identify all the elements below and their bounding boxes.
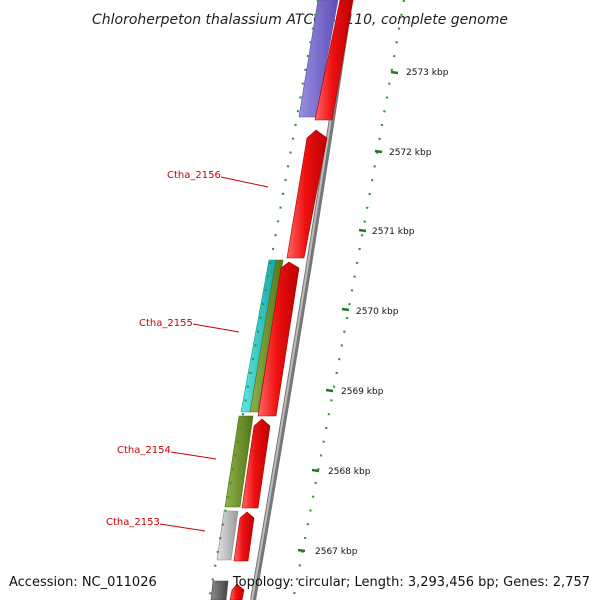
genome-title: Chloroherpeton thalassium ATCC 35110, co… (92, 12, 508, 28)
tick-label-2573: 2573 kbp (406, 68, 449, 78)
gene-labels: Ctha_2156 Ctha_2155 Ctha_2154 Ctha_2153 (106, 170, 269, 532)
gene-label-ctha-2153: Ctha_2153 (106, 517, 160, 528)
gene-label-ctha-2154: Ctha_2154 (117, 445, 171, 456)
tick-label-2569: 2569 kbp (341, 387, 384, 397)
tick-label-2571: 2571 kbp (372, 227, 415, 237)
tick-label-2568: 2568 kbp (328, 467, 371, 477)
tick-mark-2569 (325, 388, 334, 393)
feature-dark-gray (210, 580, 229, 600)
gene-leader-ctha-2155 (192, 323, 240, 333)
tick-label-2567: 2567 kbp (315, 547, 358, 557)
feature-red-5 (233, 511, 255, 562)
gene-leader-ctha-2154 (170, 451, 217, 460)
scale-ruler (291, 0, 406, 600)
accession-text: Accession: NC_011026 (9, 575, 157, 590)
tick-mark-2570 (341, 307, 350, 312)
tick-mark-2568 (311, 468, 320, 473)
tick-label-2570: 2570 kbp (356, 307, 399, 317)
feature-red-1 (314, 0, 354, 121)
tick-mark-2571 (358, 228, 367, 233)
tick-mark-2573 (390, 70, 399, 75)
feature-olive-2 (224, 415, 254, 508)
feature-olive-1 (249, 259, 284, 413)
gene-label-ctha-2156: Ctha_2156 (167, 170, 221, 181)
gene-leader-ctha-2156 (220, 176, 269, 188)
feature-red-3 (257, 261, 300, 417)
feature-silver (216, 510, 239, 561)
feature-red-2 (286, 129, 328, 259)
tick-mark-2567 (297, 548, 306, 553)
gene-leader-ctha-2153 (159, 523, 206, 532)
inner-dotted-line (207, 0, 320, 600)
gene-label-ctha-2155: Ctha_2155 (139, 318, 193, 329)
tick-mark-2572 (374, 149, 383, 154)
feature-red-6 (229, 583, 245, 600)
feature-track (210, 0, 354, 600)
tick-label-2572: 2572 kbp (389, 148, 432, 158)
topology-text: Topology: circular; Length: 3,293,456 bp… (232, 575, 590, 590)
scale-ticks: 2573 kbp 2572 kbp 2571 kbp 2570 kbp 2569… (297, 68, 449, 557)
feature-red-4 (241, 418, 271, 509)
